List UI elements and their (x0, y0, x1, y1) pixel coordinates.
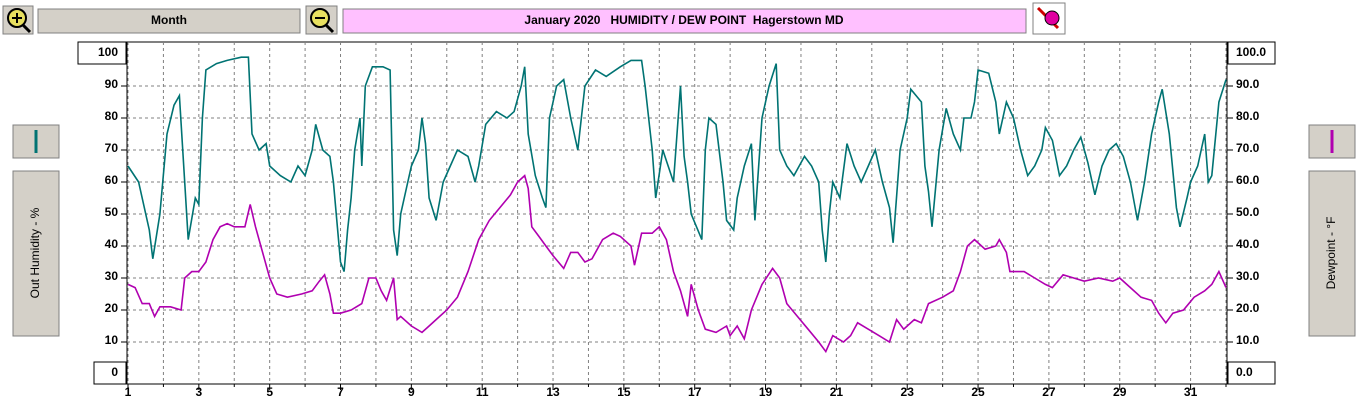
y2-tick-label: 10.0 (1236, 333, 1260, 347)
y-tick-label: 0 (111, 365, 118, 379)
x-tick-label: 5 (266, 385, 273, 399)
y-tick-label: 30 (105, 269, 119, 283)
x-tick-label: 13 (546, 385, 560, 399)
y-tick-label: 70 (105, 141, 119, 155)
range-button[interactable] (37, 8, 301, 34)
y2-axis-button[interactable] (1308, 170, 1356, 337)
zoom-in-button[interactable] (2, 5, 34, 35)
x-tick-label: 11 (476, 385, 489, 399)
y2-tick-label: 0.0 (1236, 365, 1253, 379)
x-tick-label: 1 (125, 385, 132, 399)
x-tick-label: 27 (1042, 385, 1056, 399)
plot-area (126, 41, 1228, 385)
y-tick-label: 20 (105, 301, 119, 315)
y-tick-label: 80 (105, 109, 119, 123)
y-tick-box (77, 41, 127, 65)
y2-tick-label: 50.0 (1236, 205, 1260, 219)
x-tick-label: 23 (901, 385, 915, 399)
y2-tick-label: 40.0 (1236, 237, 1260, 251)
x-tick-label: 31 (1184, 385, 1198, 399)
x-tick-label: 29 (1113, 385, 1127, 399)
x-tick-label: 7 (337, 385, 344, 399)
y-tick-label: 50 (105, 205, 119, 219)
y2-tick-label: 60.0 (1236, 173, 1260, 187)
y2-tick-label: 70.0 (1236, 141, 1260, 155)
y-tick-box (93, 361, 127, 385)
chart-title: January 2020 HUMIDITY / DEW POINT Hagers… (524, 13, 844, 27)
title-bar (342, 8, 1027, 34)
y-tick-label: 40 (105, 237, 119, 251)
settings-icon[interactable] (1032, 2, 1066, 35)
y2-tick-label: 80.0 (1236, 109, 1260, 123)
y-tick-label: 60 (105, 173, 119, 187)
range-button-label: Month (151, 13, 187, 27)
y2-tick-label: 30.0 (1236, 269, 1260, 283)
y-axis-label: Out Humidity - % (28, 207, 42, 298)
series-line (127, 174, 1227, 354)
series-line (127, 56, 1227, 272)
x-tick-label: 3 (195, 385, 202, 399)
x-tick-label: 17 (688, 385, 702, 399)
x-tick-label: 19 (759, 385, 773, 399)
y-axis-button[interactable] (12, 170, 60, 337)
y-tick-label: 100 (98, 45, 118, 59)
y-tick-label: 10 (105, 333, 119, 347)
y2-tick-box (1227, 41, 1276, 65)
x-tick-label: 15 (617, 385, 631, 399)
y2-tick-label: 100.0 (1236, 45, 1266, 59)
y-tick-label: 90 (105, 77, 119, 91)
y2-axis-label: Dewpoint - °F (1324, 217, 1338, 290)
y2-tick-label: 20.0 (1236, 301, 1260, 315)
x-tick-label: 21 (830, 385, 844, 399)
x-tick-label: 9 (408, 385, 415, 399)
zoom-out-button[interactable] (305, 5, 338, 35)
y2-tick-box (1227, 361, 1276, 385)
x-tick-label: 25 (971, 385, 985, 399)
y2-tick-label: 90.0 (1236, 77, 1260, 91)
